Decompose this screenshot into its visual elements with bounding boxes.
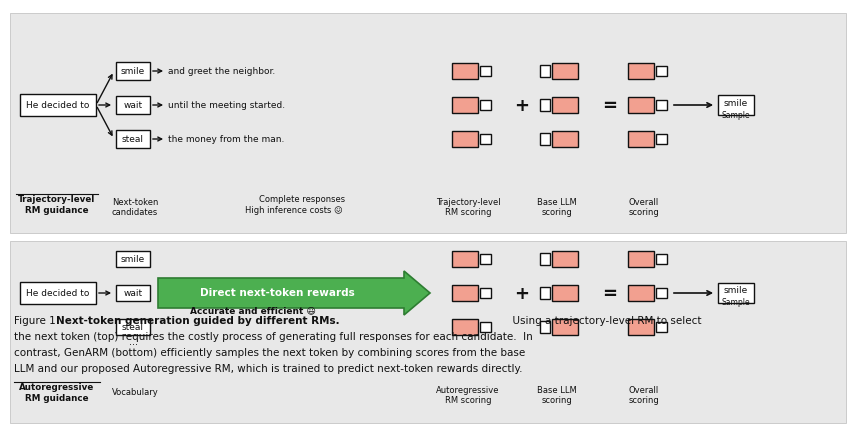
FancyBboxPatch shape (540, 134, 550, 146)
Text: the money from the man.: the money from the man. (168, 135, 285, 144)
FancyBboxPatch shape (452, 98, 478, 114)
FancyBboxPatch shape (628, 285, 654, 301)
Text: =: = (603, 284, 617, 302)
FancyBboxPatch shape (552, 251, 578, 267)
FancyBboxPatch shape (452, 251, 478, 267)
Text: +: + (514, 284, 530, 302)
FancyBboxPatch shape (116, 97, 150, 115)
FancyBboxPatch shape (656, 67, 667, 77)
Text: smile: smile (121, 255, 145, 264)
Text: Complete responses: Complete responses (259, 195, 345, 204)
FancyBboxPatch shape (452, 319, 478, 335)
Text: contrast, GenARM (bottom) efficiently samples the next token by combining scores: contrast, GenARM (bottom) efficiently sa… (14, 347, 525, 357)
Text: scoring: scoring (629, 208, 660, 217)
Text: He decided to: He decided to (27, 289, 89, 298)
Text: scoring: scoring (542, 395, 573, 404)
Text: Vocabulary: Vocabulary (112, 388, 158, 397)
FancyBboxPatch shape (540, 100, 550, 112)
Text: Next-token: Next-token (112, 198, 158, 207)
Text: Using a trajectory-level RM to select: Using a trajectory-level RM to select (506, 315, 702, 325)
Text: Trajectory-level: Trajectory-level (436, 198, 501, 207)
Text: until the meeting started.: until the meeting started. (168, 101, 286, 110)
Text: =: = (603, 97, 617, 115)
Text: Autoregressive: Autoregressive (436, 386, 500, 395)
FancyBboxPatch shape (656, 101, 667, 111)
FancyBboxPatch shape (452, 132, 478, 148)
FancyBboxPatch shape (628, 132, 654, 148)
FancyBboxPatch shape (116, 251, 150, 267)
Text: RM guidance: RM guidance (25, 206, 89, 215)
FancyBboxPatch shape (480, 135, 491, 145)
Text: steal: steal (122, 323, 144, 332)
Text: High inference costs 😖: High inference costs 😖 (245, 206, 343, 215)
FancyBboxPatch shape (552, 285, 578, 301)
FancyBboxPatch shape (656, 135, 667, 145)
FancyBboxPatch shape (718, 283, 754, 303)
Text: Overall: Overall (629, 198, 659, 207)
Text: smile: smile (121, 67, 145, 76)
Text: scoring: scoring (629, 395, 660, 404)
Text: Base LLM: Base LLM (538, 386, 577, 395)
FancyBboxPatch shape (480, 67, 491, 77)
Text: and greet the neighbor.: and greet the neighbor. (168, 67, 275, 76)
FancyBboxPatch shape (540, 253, 550, 265)
FancyBboxPatch shape (552, 64, 578, 80)
FancyBboxPatch shape (628, 251, 654, 267)
Text: candidates: candidates (112, 208, 158, 217)
FancyArrow shape (158, 271, 430, 315)
Text: Overall: Overall (629, 386, 659, 395)
FancyBboxPatch shape (20, 95, 96, 117)
FancyBboxPatch shape (20, 283, 96, 304)
Text: the next token (top) requires the costly process of generating full responses fo: the next token (top) requires the costly… (14, 331, 532, 341)
FancyBboxPatch shape (480, 101, 491, 111)
Text: Accurate and efficient 😃: Accurate and efficient 😃 (190, 306, 316, 315)
FancyBboxPatch shape (116, 319, 150, 335)
FancyBboxPatch shape (10, 14, 846, 233)
FancyBboxPatch shape (628, 64, 654, 80)
Text: RM guidance: RM guidance (25, 394, 89, 403)
FancyBboxPatch shape (656, 322, 667, 332)
FancyBboxPatch shape (10, 241, 846, 423)
FancyBboxPatch shape (480, 322, 491, 332)
FancyBboxPatch shape (628, 319, 654, 335)
Text: smile: smile (724, 98, 748, 107)
Text: steal: steal (122, 135, 144, 144)
Text: He decided to: He decided to (27, 101, 89, 110)
FancyBboxPatch shape (540, 66, 550, 78)
Text: Sample: Sample (722, 298, 750, 307)
Text: +: + (514, 97, 530, 115)
Text: scoring: scoring (542, 208, 573, 217)
FancyBboxPatch shape (540, 287, 550, 299)
Text: wait: wait (124, 101, 143, 110)
FancyBboxPatch shape (452, 64, 478, 80)
FancyBboxPatch shape (452, 285, 478, 301)
FancyBboxPatch shape (552, 98, 578, 114)
Text: smile: smile (724, 286, 748, 295)
FancyBboxPatch shape (540, 321, 550, 333)
Text: LLM and our proposed Autoregressive RM, which is trained to predict next-token r: LLM and our proposed Autoregressive RM, … (14, 363, 523, 373)
Text: Base LLM: Base LLM (538, 198, 577, 207)
Text: Figure 1:: Figure 1: (14, 315, 63, 325)
FancyBboxPatch shape (552, 132, 578, 148)
Text: Direct next-token rewards: Direct next-token rewards (200, 287, 355, 297)
Text: RM scoring: RM scoring (445, 208, 491, 217)
Text: Trajectory-level: Trajectory-level (18, 195, 95, 204)
Text: Autoregressive: Autoregressive (20, 383, 95, 391)
Text: RM scoring: RM scoring (445, 395, 491, 404)
FancyBboxPatch shape (480, 254, 491, 264)
FancyBboxPatch shape (628, 98, 654, 114)
Text: Sample: Sample (722, 110, 750, 119)
FancyBboxPatch shape (480, 288, 491, 298)
Text: wait: wait (124, 289, 143, 298)
Text: Next-token generation guided by different RMs.: Next-token generation guided by differen… (56, 315, 340, 325)
FancyBboxPatch shape (656, 288, 667, 298)
Text: ...: ... (128, 336, 138, 346)
FancyBboxPatch shape (552, 319, 578, 335)
FancyBboxPatch shape (116, 285, 150, 301)
FancyBboxPatch shape (656, 254, 667, 264)
FancyBboxPatch shape (718, 96, 754, 116)
FancyBboxPatch shape (116, 63, 150, 81)
FancyBboxPatch shape (116, 131, 150, 149)
